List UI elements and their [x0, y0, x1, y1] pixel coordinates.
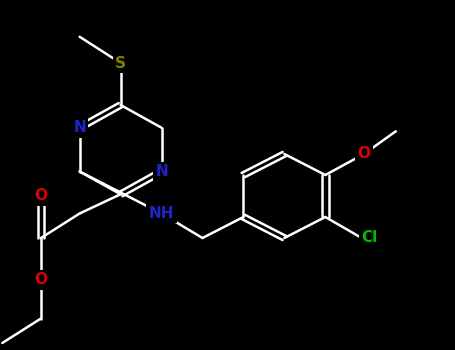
Text: N: N: [155, 164, 168, 179]
Text: O: O: [35, 273, 47, 287]
Text: O: O: [35, 189, 47, 203]
Text: NH: NH: [149, 206, 174, 221]
Text: Cl: Cl: [362, 231, 378, 245]
Text: O: O: [358, 147, 370, 161]
Text: S: S: [115, 56, 126, 70]
Text: N: N: [73, 120, 86, 135]
